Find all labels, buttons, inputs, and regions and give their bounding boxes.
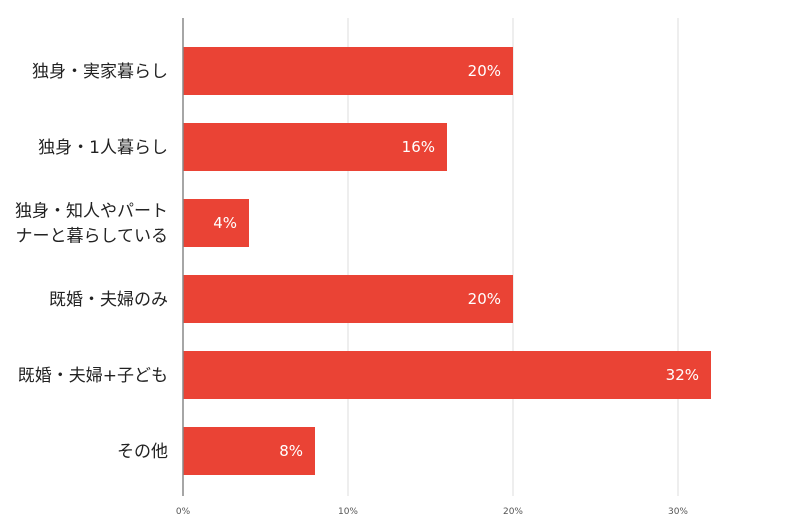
grid-layer (347, 18, 679, 496)
category-label: 既婚・夫婦+子ども (18, 366, 168, 386)
x-tick-label: 0% (176, 507, 191, 517)
category-label: ナーと暮らしている (16, 227, 169, 247)
bar (183, 47, 513, 95)
category-label: 独身・知人やパート (15, 202, 168, 222)
x-tick-label: 20% (503, 507, 523, 517)
data-label: 20% (468, 290, 501, 308)
x-tick-label: 10% (338, 507, 358, 517)
category-label: その他 (117, 442, 168, 462)
bar (183, 199, 249, 247)
data-label: 16% (402, 138, 435, 156)
data-label: 8% (279, 442, 303, 460)
category-label: 独身・実家暮らし (32, 62, 168, 82)
bar (183, 123, 447, 171)
label-layer: 20% 独身・実家暮らし 16% 独身・1人暮らし 4% 独身・知人やパートナーと暮らして… (15, 62, 699, 462)
data-label: 32% (666, 366, 699, 384)
data-label: 4% (213, 214, 237, 232)
x-tick-label: 30% (668, 507, 688, 517)
bar-layer (183, 47, 711, 475)
bar (183, 351, 711, 399)
tick-layer: 0% 10% 20% 30% (176, 18, 688, 517)
category-label: 独身・1人暮らし (38, 138, 168, 158)
bar (183, 427, 315, 475)
category-label: 既婚・夫婦のみ (49, 290, 168, 310)
bar (183, 275, 513, 323)
data-label: 20% (468, 62, 501, 80)
